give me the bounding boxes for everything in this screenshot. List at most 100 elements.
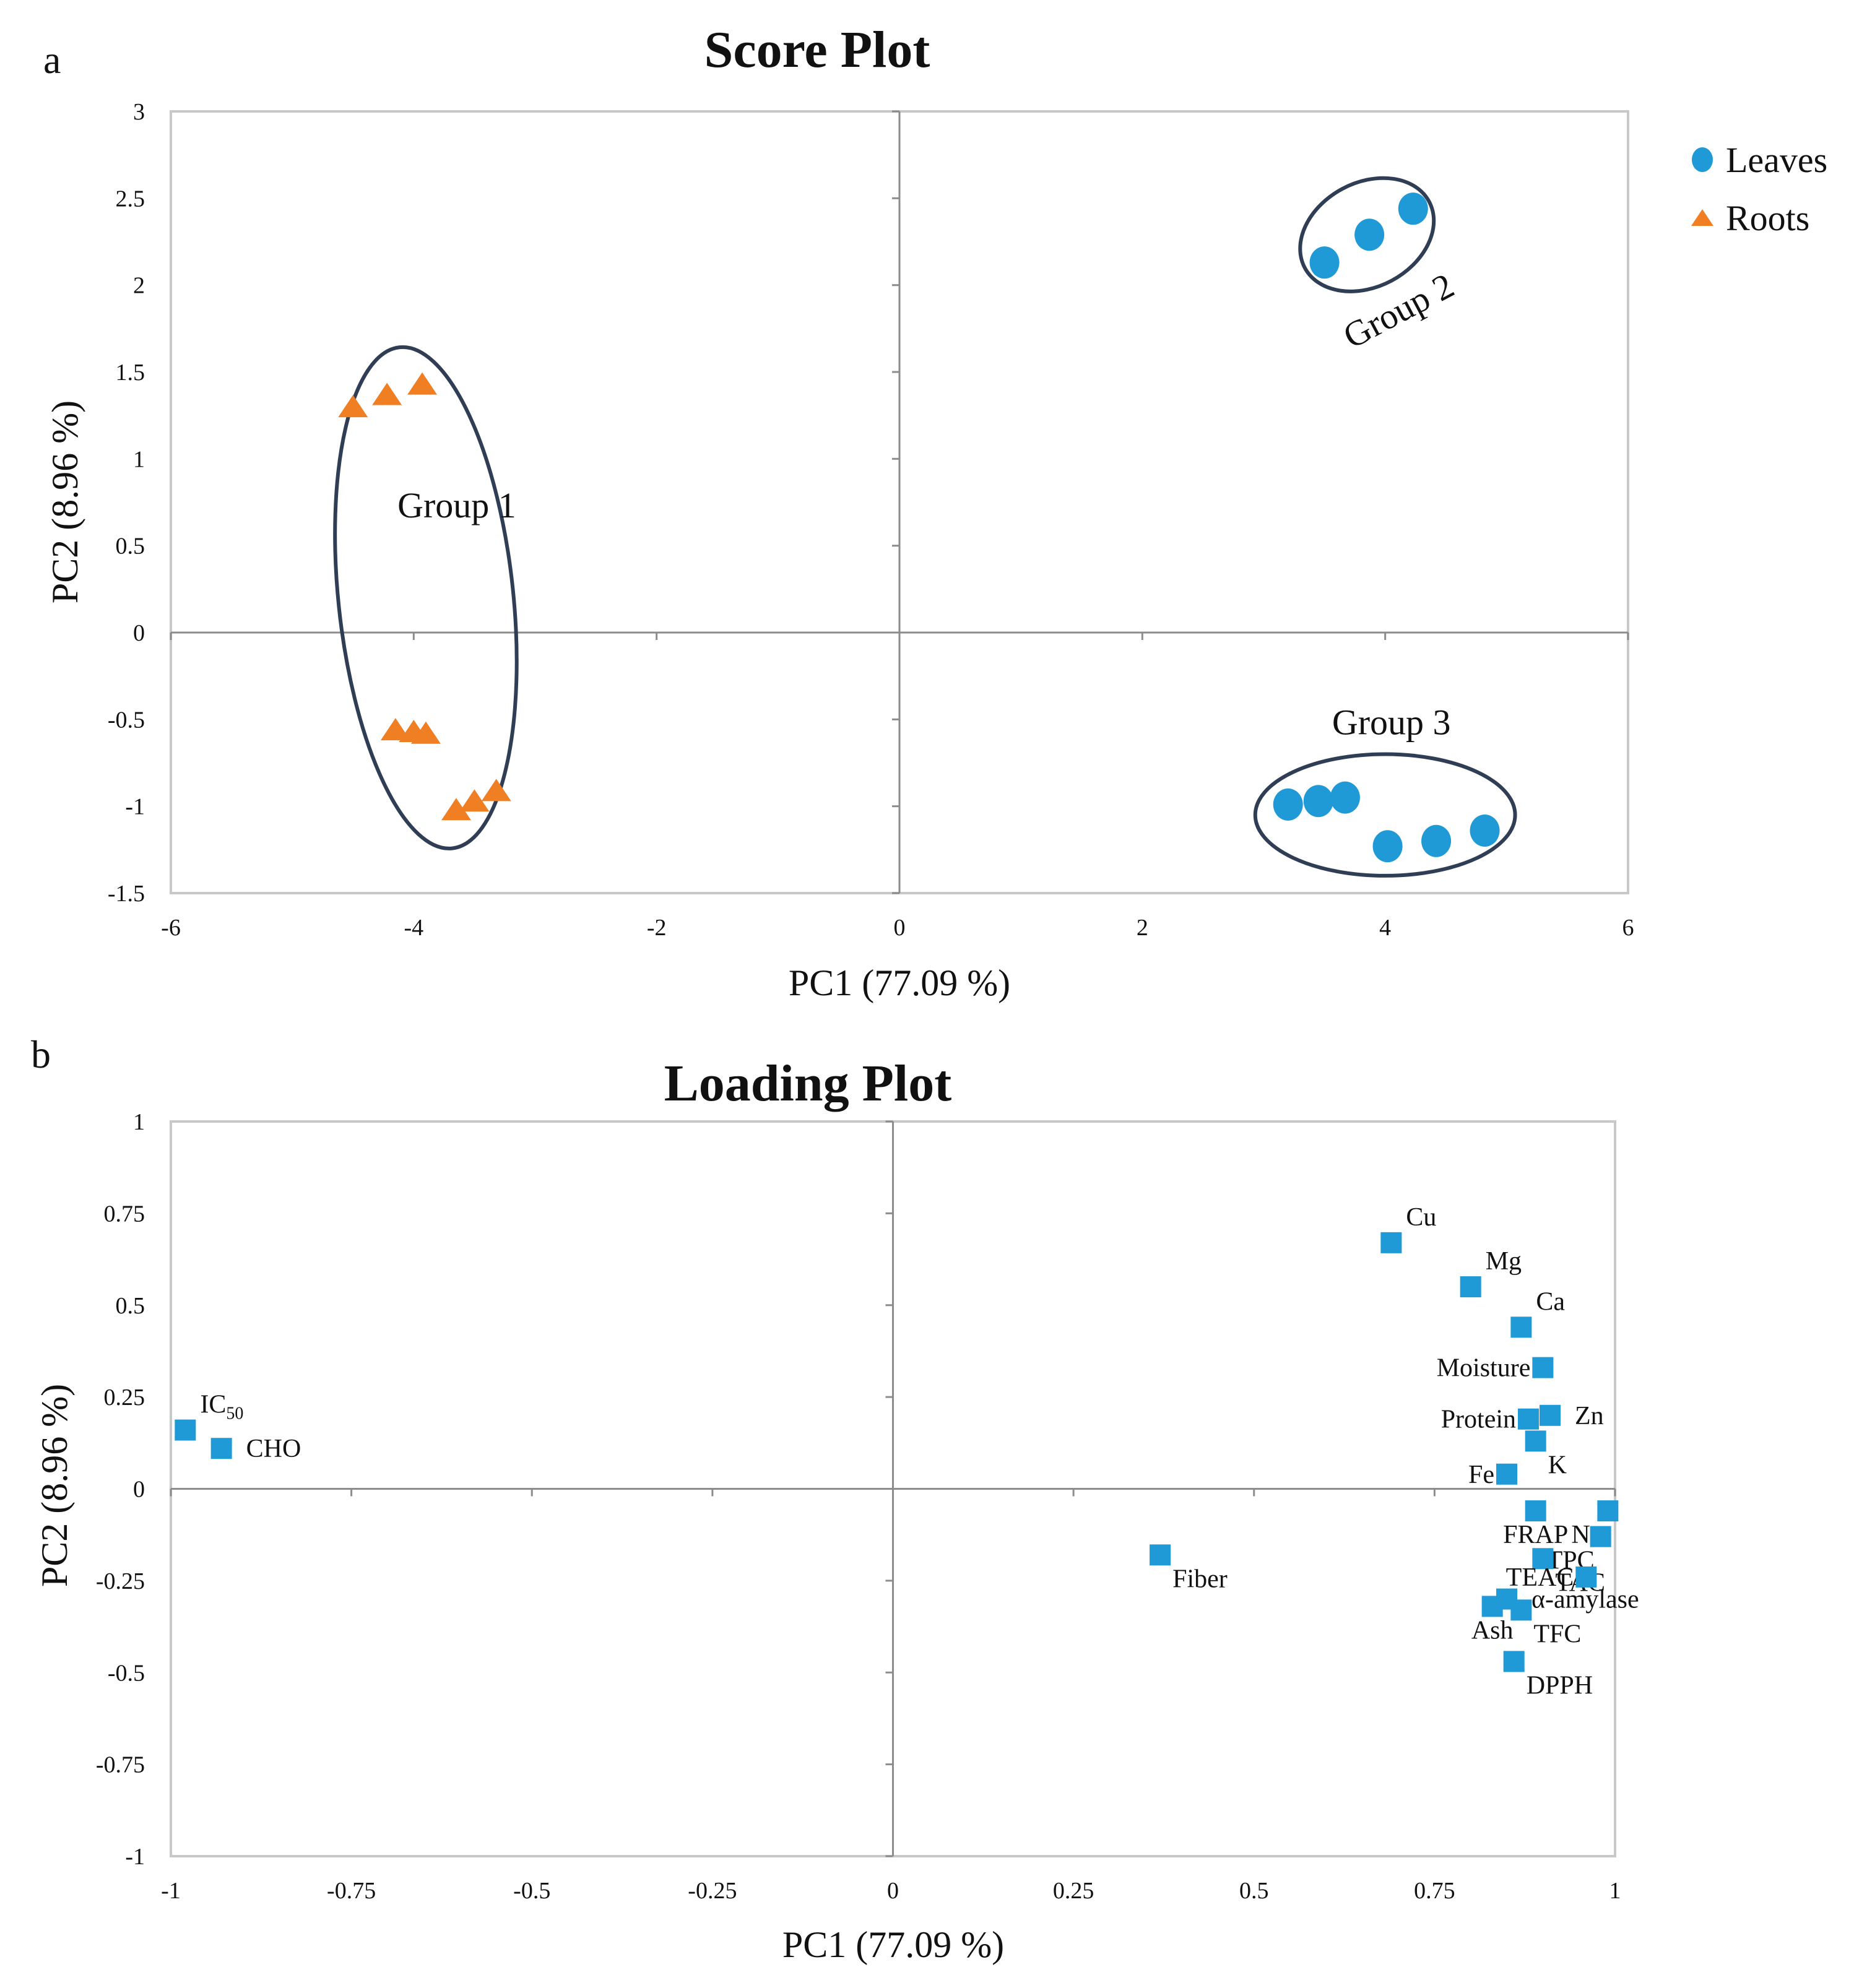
- loading-label-cu: Cu: [1406, 1203, 1436, 1232]
- legend-roots-marker: [1691, 209, 1713, 226]
- leaves-point: [1303, 785, 1333, 818]
- score-x-tick-label: 0: [894, 915, 906, 941]
- roots-point: [410, 721, 441, 744]
- loading-x-tick-label: 1: [1609, 1878, 1621, 1904]
- loading-y-tick-label: -0.5: [108, 1660, 145, 1686]
- loading-point-dpph: [1503, 1651, 1525, 1672]
- loading-x-tick-label: 0: [887, 1878, 899, 1904]
- leaves-point: [1309, 246, 1340, 279]
- group-label-3: Group 3: [1332, 702, 1451, 743]
- score-legend: Leaves Roots: [1691, 140, 1827, 238]
- loading-y-tick-label: 0.25: [104, 1385, 145, 1411]
- loading-label-k: K: [1548, 1451, 1567, 1479]
- loading-point-tpc: [1590, 1526, 1611, 1547]
- legend-roots-label: Roots: [1726, 198, 1809, 238]
- legend-leaves-label: Leaves: [1726, 140, 1827, 180]
- loading-label-ash: Ash: [1471, 1616, 1514, 1644]
- loading-point-mg: [1460, 1276, 1481, 1298]
- score-points: [338, 192, 1500, 863]
- loading-point-teac: [1575, 1566, 1597, 1588]
- leaves-point: [1470, 814, 1500, 847]
- loading-label-cho: CHO: [246, 1435, 301, 1463]
- loading-y-tick-label: -0.75: [96, 1752, 145, 1778]
- score-y-tick-label: -1.5: [108, 881, 145, 907]
- leaves-point: [1273, 788, 1303, 821]
- loading-axes: [170, 1120, 1616, 1857]
- loading-point-moisture: [1532, 1357, 1554, 1378]
- loading-point-cu: [1380, 1232, 1402, 1253]
- loading-label-protein: Protein: [1441, 1406, 1516, 1434]
- loading-plot-title: Loading Plot: [664, 1055, 951, 1112]
- score-y-tick-label: 1: [133, 446, 145, 472]
- loading-label-teac: TEAC: [1506, 1563, 1574, 1592]
- loading-point-k: [1525, 1430, 1546, 1452]
- score-y-tick-label: -0.5: [108, 707, 145, 733]
- roots-point: [380, 718, 410, 741]
- score-x-tick-label: -6: [161, 915, 181, 941]
- loading-point-ash: [1481, 1596, 1503, 1617]
- loading-point-fiber: [1150, 1544, 1171, 1566]
- loading-label-ca: Ca: [1536, 1287, 1565, 1316]
- score-y-axis-title: PC2 (8.96 %): [45, 400, 85, 603]
- score-x-axis-title: PC1 (77.09 %): [789, 962, 1010, 1003]
- loading-y-tick-label: -0.25: [96, 1568, 145, 1594]
- loading-label-fiber: Fiber: [1172, 1565, 1228, 1593]
- loading-point-cho: [210, 1438, 232, 1459]
- leaves-point: [1372, 830, 1403, 863]
- loading-label-zn: Zn: [1575, 1402, 1604, 1430]
- roots-point: [441, 798, 471, 821]
- loading-x-axis-title: PC1 (77.09 %): [782, 1924, 1004, 1965]
- loading-point-tac: [1532, 1548, 1554, 1570]
- group-ellipse-1: [333, 345, 519, 850]
- leaves-point: [1398, 192, 1428, 225]
- loading-point-frap: [1525, 1500, 1546, 1522]
- group-ellipse-3: [1253, 752, 1517, 878]
- group-label-1: Group 1: [397, 485, 516, 525]
- loading-label-frap: FRAP: [1503, 1521, 1568, 1549]
- loading-y-tick-label: 1: [133, 1109, 145, 1135]
- loading-x-tick-label: 0.5: [1239, 1878, 1269, 1904]
- loading-point-tfc: [1510, 1599, 1532, 1621]
- loading-x-tick-label: -0.5: [513, 1878, 550, 1904]
- roots-point: [459, 789, 490, 812]
- loading-point-ca: [1510, 1316, 1532, 1338]
- loading-label-fe: Fe: [1468, 1461, 1494, 1489]
- loading-x-tick-label: 0.25: [1053, 1878, 1094, 1904]
- loading-y-axis-title: PC2 (8.96 %): [34, 1384, 75, 1587]
- loading-x-tick-label: 0.75: [1414, 1878, 1455, 1904]
- score-y-tick-label: 0.5: [116, 534, 145, 560]
- loading-point-ic50: [175, 1419, 196, 1441]
- loading-label-amylase: α-amylase: [1531, 1586, 1639, 1614]
- panel-letter-a: a: [43, 38, 61, 82]
- roots-point: [481, 779, 511, 802]
- loading-x-tick-label: -0.75: [327, 1878, 376, 1904]
- group-ellipse-2: [1298, 176, 1436, 293]
- loading-label-tfc: TFC: [1533, 1620, 1581, 1648]
- score-x-tick-label: -4: [404, 915, 424, 941]
- leaves-point: [1421, 824, 1452, 857]
- score-y-tick-label: 1.5: [116, 360, 145, 386]
- loading-point-fe: [1496, 1463, 1518, 1485]
- roots-point: [372, 382, 402, 405]
- loading-point-protein: [1518, 1408, 1540, 1430]
- leaves-point: [1330, 781, 1360, 814]
- loading-tick-labels: -1 -0.75 -0.5 -0.25 0 0.25 0.5 0.75 1 -1 -0.75 -0.5…: [96, 1109, 1621, 1904]
- roots-point: [407, 372, 438, 395]
- loading-label-moisture: Moisture: [1437, 1354, 1531, 1383]
- score-y-tick-label: 3: [133, 99, 145, 125]
- score-tick-labels: -6 -4 -2 0 2 4 6 -1.5 -1 -0.5 0 0.5 1 1.5 2 2.5 3: [108, 99, 1634, 941]
- score-x-tick-label: 6: [1622, 915, 1634, 941]
- loading-y-tick-label: 0.75: [104, 1201, 145, 1227]
- score-x-tick-label: -2: [647, 915, 667, 941]
- loading-point-zn: [1540, 1404, 1561, 1426]
- score-axes: [170, 110, 1629, 894]
- loading-y-tick-label: -1: [125, 1844, 145, 1870]
- score-y-tick-label: 0: [133, 620, 145, 646]
- loading-y-tick-label: 0.5: [116, 1293, 145, 1319]
- loading-label-mg: Mg: [1486, 1247, 1522, 1276]
- score-x-tick-label: 4: [1379, 915, 1391, 941]
- legend-leaves-marker: [1692, 147, 1713, 172]
- loading-y-tick-label: 0: [133, 1477, 145, 1503]
